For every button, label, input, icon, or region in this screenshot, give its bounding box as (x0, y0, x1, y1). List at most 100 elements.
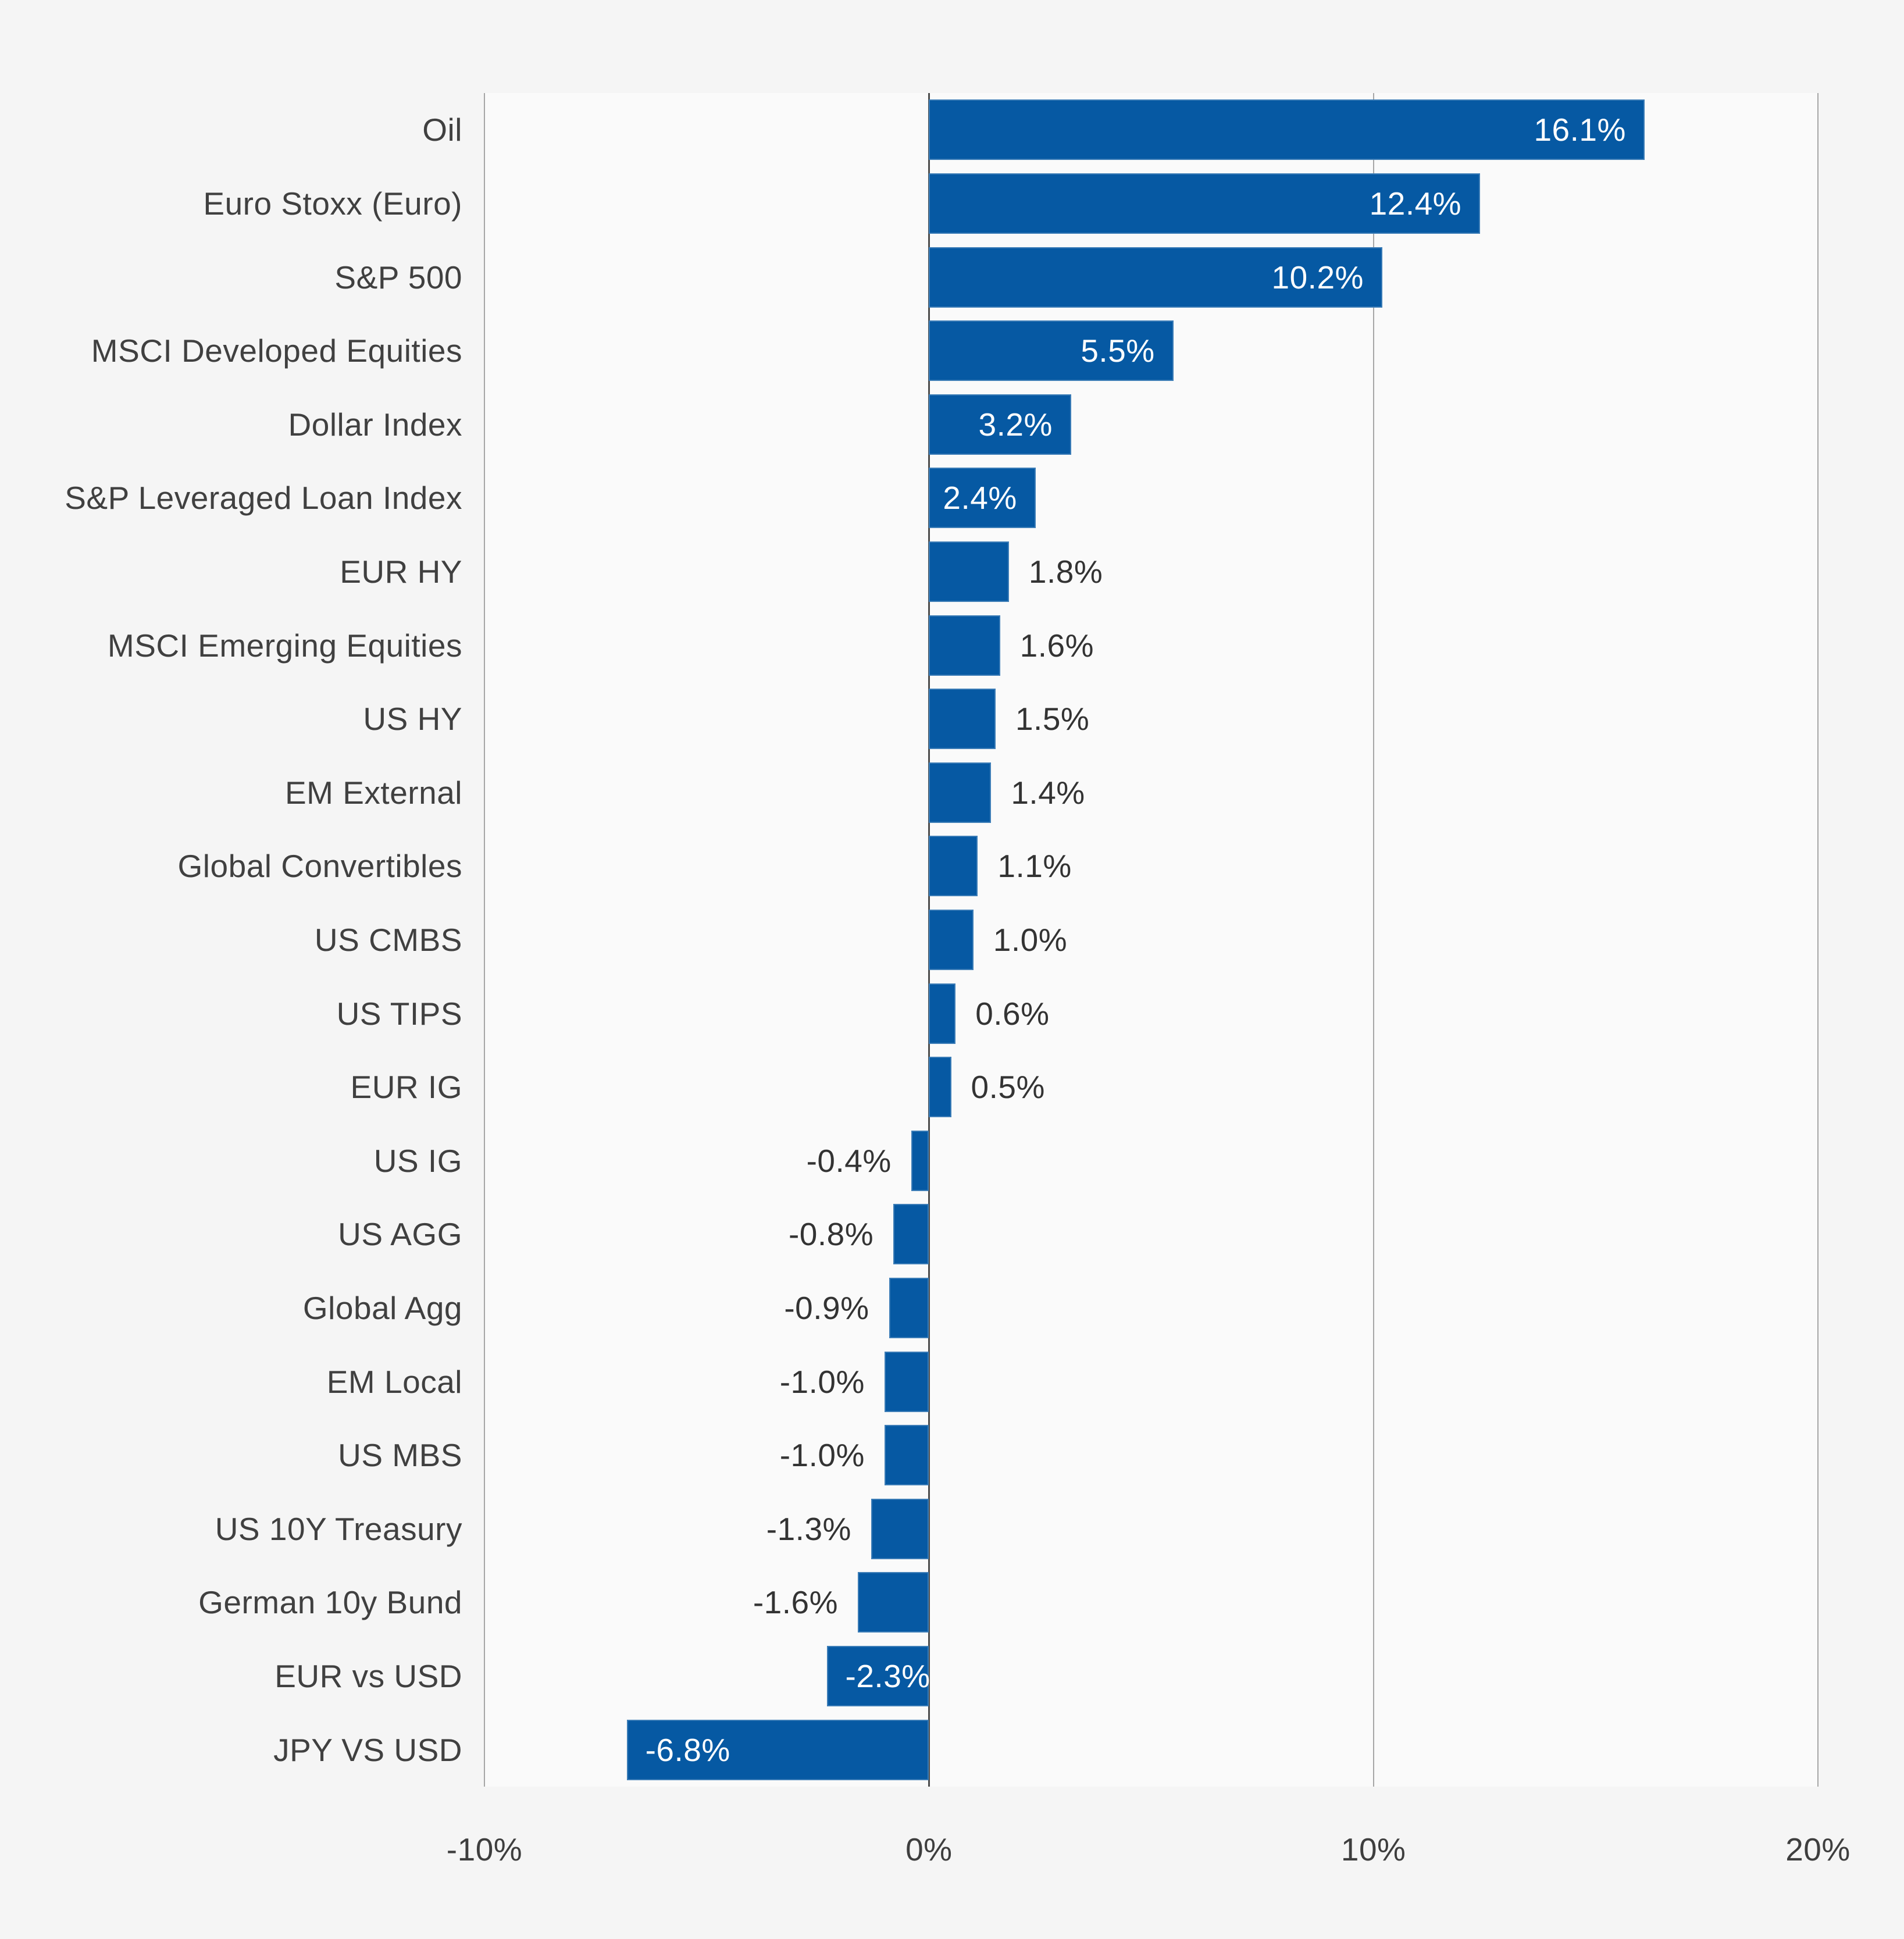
category-label: US IG (373, 1142, 462, 1179)
category-label: Global Convertibles (177, 848, 462, 885)
bar-row: -1.3% (484, 1492, 1818, 1566)
value-label: -6.8% (645, 1731, 730, 1768)
bar-row: 5.5% (484, 314, 1818, 388)
bar-row: -6.8% (484, 1713, 1818, 1787)
x-axis-tick-label: -10% (446, 1831, 523, 1867)
category-label: S&P 500 (334, 259, 462, 295)
bar: -0.9% (784, 1278, 929, 1339)
bar: -1.6% (753, 1572, 929, 1633)
x-axis-tick-label: 20% (1785, 1831, 1850, 1867)
bar-row: 1.4% (484, 755, 1818, 829)
bar: -0.8% (789, 1204, 929, 1265)
bar-row: 2.4% (484, 461, 1818, 535)
gridline (1372, 93, 1374, 1787)
category-label: US AGG (338, 1216, 462, 1253)
bar: 0.6% (929, 983, 1049, 1044)
value-label: -1.0% (779, 1363, 865, 1400)
category-label: EUR vs USD (274, 1658, 462, 1695)
category-label: S&P Leveraged Loan Index (65, 480, 462, 516)
category-label: US MBS (338, 1437, 462, 1474)
bar: 1.0% (929, 910, 1067, 970)
bar-row: -2.3% (484, 1639, 1818, 1713)
value-label: -2.3% (845, 1658, 930, 1695)
bar-row: 0.6% (484, 976, 1818, 1050)
plot-area: 16.1% 12.4% 10.2% 5.5% 3.2% 2.4% 1.8% 1 (484, 93, 1819, 1787)
category-label: German 10y Bund (198, 1584, 462, 1621)
bar: 10.2% (929, 247, 1382, 308)
bar: 3.2% (929, 394, 1071, 455)
bar-row: 10.2% (484, 240, 1818, 314)
bar: 12.4% (929, 173, 1481, 234)
x-axis-tick-label: 10% (1340, 1831, 1406, 1867)
bar: -1.0% (780, 1351, 929, 1412)
value-label: 1.0% (993, 922, 1068, 958)
bar-row: -0.9% (484, 1271, 1818, 1345)
category-label: US 10Y Treasury (215, 1510, 462, 1547)
bar: 1.1% (929, 836, 1071, 897)
bar-row: 1.6% (484, 608, 1818, 682)
value-label: 10.2% (1271, 259, 1364, 295)
bar: 16.1% (929, 99, 1645, 161)
bar-row: -1.0% (484, 1345, 1818, 1418)
bar: 1.4% (929, 762, 1085, 823)
bar-row: -1.6% (484, 1566, 1818, 1639)
bar-row: 1.8% (484, 535, 1818, 609)
bar-row: 3.2% (484, 387, 1818, 461)
bar: 1.5% (929, 689, 1089, 750)
category-label: US TIPS (336, 995, 462, 1032)
value-label: 5.5% (1081, 333, 1155, 369)
category-label: US CMBS (314, 922, 462, 958)
bar: 1.6% (929, 615, 1093, 676)
category-label: MSCI Emerging Equities (107, 627, 462, 664)
category-label: Dollar Index (288, 406, 462, 443)
bar-row: 1.5% (484, 682, 1818, 756)
value-label: 0.6% (975, 995, 1050, 1032)
bar-row: -0.8% (484, 1197, 1818, 1271)
value-label: 1.1% (997, 848, 1072, 885)
category-label: MSCI Developed Equities (91, 333, 462, 369)
value-label: 12.4% (1369, 185, 1462, 222)
bar: 2.4% (929, 468, 1036, 529)
value-label: 3.2% (978, 406, 1053, 443)
category-label: EUR IG (350, 1069, 462, 1106)
value-label: -1.6% (753, 1584, 839, 1621)
bar-row: 12.4% (484, 167, 1818, 241)
category-label: Euro Stoxx (Euro) (203, 185, 462, 222)
bar: 1.8% (929, 541, 1103, 602)
value-label: 2.4% (943, 480, 1017, 516)
value-label: 1.8% (1028, 553, 1103, 590)
gridline (484, 93, 485, 1787)
category-label: US HY (363, 701, 462, 737)
bar: -1.0% (780, 1425, 929, 1486)
bar-row: 0.5% (484, 1050, 1818, 1124)
category-label: EM Local (326, 1363, 462, 1400)
value-label: 0.5% (971, 1069, 1045, 1106)
value-label: -1.0% (779, 1437, 865, 1474)
value-label: -1.3% (766, 1510, 851, 1547)
category-label: EUR HY (340, 553, 462, 590)
bar: -0.4% (807, 1130, 929, 1191)
value-label: -0.4% (806, 1142, 892, 1179)
bar: -6.8% (626, 1719, 929, 1780)
value-label: 1.4% (1011, 774, 1085, 811)
category-label: EM External (284, 774, 462, 811)
value-label: -0.9% (784, 1290, 869, 1327)
bar-rows: 16.1% 12.4% 10.2% 5.5% 3.2% 2.4% 1.8% 1 (484, 93, 1818, 1787)
category-label: JPY VS USD (273, 1731, 462, 1768)
bar: -1.3% (766, 1498, 929, 1559)
category-labels: Oil Euro Stoxx (Euro) S&P 500 MSCI Develope… (0, 93, 462, 1787)
bar-row: -1.0% (484, 1418, 1818, 1492)
bar-row: -0.4% (484, 1124, 1818, 1198)
x-axis-tick-label: 0% (905, 1831, 953, 1867)
bar: -2.3% (826, 1646, 930, 1707)
category-label: Oil (422, 112, 462, 148)
bar-row: 1.0% (484, 903, 1818, 977)
value-label: -0.8% (788, 1216, 874, 1253)
bar-row: 16.1% (484, 93, 1818, 167)
value-label: 1.5% (1015, 701, 1090, 737)
value-label: 16.1% (1534, 112, 1626, 148)
category-label: Global Agg (302, 1290, 462, 1327)
bar-row: 1.1% (484, 829, 1818, 903)
gridline (1817, 93, 1819, 1787)
